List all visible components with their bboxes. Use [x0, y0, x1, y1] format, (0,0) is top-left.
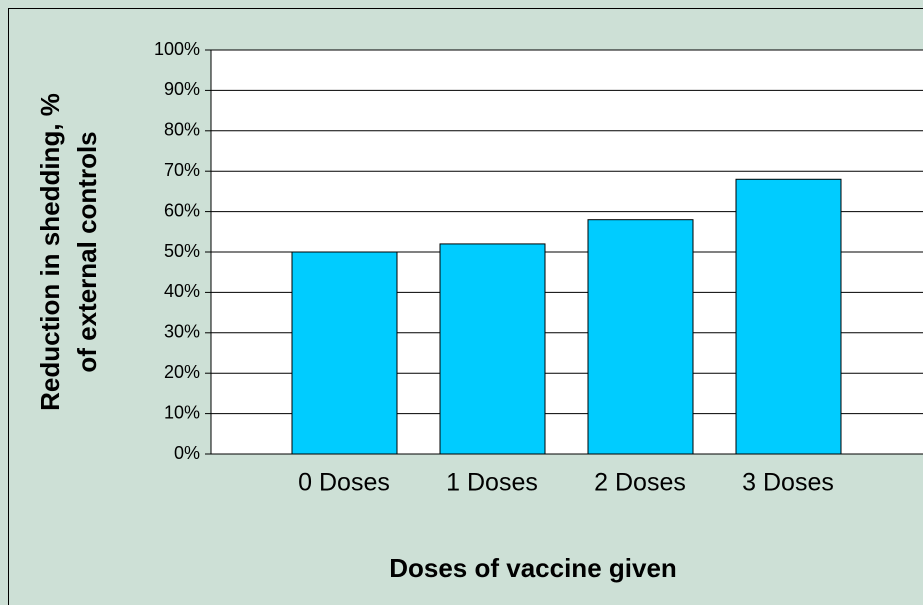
y-tick-label: 30% — [164, 322, 200, 342]
x-tick-label: 3 Doses — [742, 469, 834, 497]
y-tick-label: 70% — [164, 160, 200, 180]
y-tick-label: 10% — [164, 402, 200, 422]
y-tick-label: 60% — [164, 200, 200, 220]
bar — [735, 178, 842, 455]
y-tick-label: 100% — [154, 39, 200, 59]
x-tick-label: 1 Doses — [446, 469, 538, 497]
y-axis-title: of external controls — [72, 131, 102, 372]
bar — [587, 219, 694, 455]
bar — [291, 251, 398, 455]
y-tick-label: 0% — [174, 443, 200, 463]
y-tick-label: 20% — [164, 362, 200, 382]
x-tick-label: 2 Doses — [594, 469, 686, 497]
y-tick-label: 90% — [164, 79, 200, 99]
x-tick-label: 0 Doses — [298, 469, 390, 497]
bar — [439, 243, 546, 455]
y-tick-label: 50% — [164, 241, 200, 261]
x-axis-title: Doses of vaccine given — [389, 553, 677, 583]
y-tick-label: 80% — [164, 120, 200, 140]
y-tick-label: 40% — [164, 281, 200, 301]
y-axis-title: Reduction in shedding, % — [35, 93, 65, 411]
